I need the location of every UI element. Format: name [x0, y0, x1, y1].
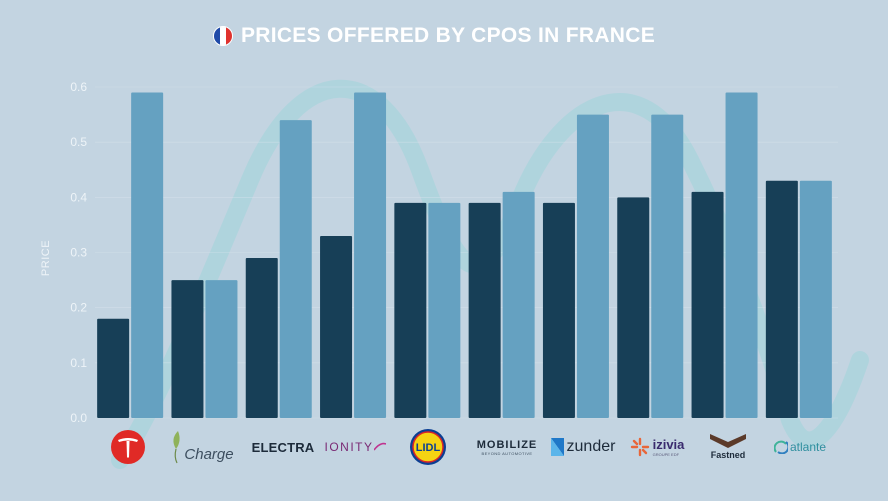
- bar-zunder-dark: [542, 202, 575, 418]
- bar-tesla-light: [131, 92, 164, 419]
- bar-mobilize-light: [502, 191, 535, 418]
- bar-fastned-light: [725, 92, 758, 419]
- chart-title: PRICES OFFERED BY CPOS IN FRANCE: [240, 24, 656, 47]
- fastned-chevron-icon: [710, 434, 746, 448]
- logo-mobilize-subtext: BEYOND AUTOMOTIVE: [481, 450, 533, 456]
- bar-izivia-dark: [617, 197, 650, 418]
- lidl-logo-icon: LIDL: [410, 429, 446, 465]
- logo-mobilize-text: MOBILIZE: [476, 438, 538, 451]
- charge-leaf-icon: [173, 431, 180, 464]
- y-tick-label: 0.4: [70, 190, 87, 204]
- france-flag-icon: [212, 26, 233, 46]
- logo-charge: Charge: [166, 428, 236, 466]
- logo-fastned-text: Fastned: [710, 450, 746, 460]
- bar-electra-dark: [245, 258, 278, 418]
- logo-charge-text: Charge: [184, 445, 234, 463]
- bar-fastned-dark: [691, 191, 724, 418]
- y-tick-label: 0.6: [70, 80, 87, 94]
- zunder-mark-icon: [550, 438, 564, 456]
- logo-mobilize: MOBILIZE BEYOND AUTOMOTIVE: [472, 428, 542, 466]
- logo-electra: ELECTRA: [248, 428, 318, 466]
- atlante-mark-icon: [773, 440, 788, 454]
- logo-electra-text: ELECTRA: [251, 439, 315, 455]
- y-tick-label: 0.2: [70, 301, 87, 315]
- bar-charge-dark: [171, 280, 204, 418]
- y-tick-label: 0.0: [70, 411, 87, 425]
- flag-stripe-white: [219, 27, 226, 45]
- bar-lidl-dark: [394, 202, 427, 418]
- bar-atlante-dark: [765, 180, 798, 418]
- logo-fastned: Fastned: [693, 428, 763, 466]
- bar-atlante-light: [799, 180, 832, 418]
- logo-zunder-text: zunder: [566, 438, 616, 455]
- bar-mobilize-dark: [468, 202, 501, 418]
- bar-electra-light: [279, 120, 312, 418]
- bar-lidl-light: [428, 202, 461, 418]
- chart-header: PRICES OFFERED BY CPOS IN FRANCE: [0, 24, 868, 48]
- bar-izivia-light: [651, 114, 684, 418]
- y-tick-label: 0.1: [70, 356, 87, 370]
- y-axis-label: PRICE: [40, 239, 53, 277]
- ionity-swoosh-icon: [373, 442, 386, 451]
- bar-ionity-light: [354, 92, 387, 419]
- izivia-spark-icon: [630, 437, 649, 457]
- y-tick-label: 0.5: [70, 135, 87, 149]
- logo-zunder: zunder: [545, 428, 621, 466]
- logo-atlante: atlante: [765, 428, 835, 466]
- flag-stripe-blue: [213, 27, 220, 45]
- bar-ionity-dark: [320, 235, 353, 418]
- logo-izivia: izivia GROUPE EDF: [622, 428, 692, 466]
- y-tick-label: 0.3: [70, 246, 87, 260]
- logo-izivia-text: izivia: [652, 437, 685, 452]
- logo-lidl-text: LIDL: [416, 442, 441, 454]
- logo-tesla: [93, 428, 163, 466]
- logo-ionity: IONITY: [320, 428, 390, 466]
- logo-ionity-text: IONITY: [324, 440, 374, 454]
- logo-izivia-subtext: GROUPE EDF: [652, 452, 680, 457]
- bar-zunder-light: [576, 114, 609, 418]
- y-axis-ticks: 0.0 0.1 0.2 0.3 0.4 0.5 0.6: [70, 80, 87, 425]
- flag-stripe-red: [225, 27, 232, 45]
- bar-charge-light: [205, 280, 238, 418]
- tesla-logo-icon: [111, 430, 145, 464]
- logo-lidl: LIDL: [393, 428, 463, 466]
- bar-tesla-dark: [97, 318, 130, 418]
- logo-atlante-text: atlante: [789, 440, 827, 454]
- bars: [97, 92, 832, 419]
